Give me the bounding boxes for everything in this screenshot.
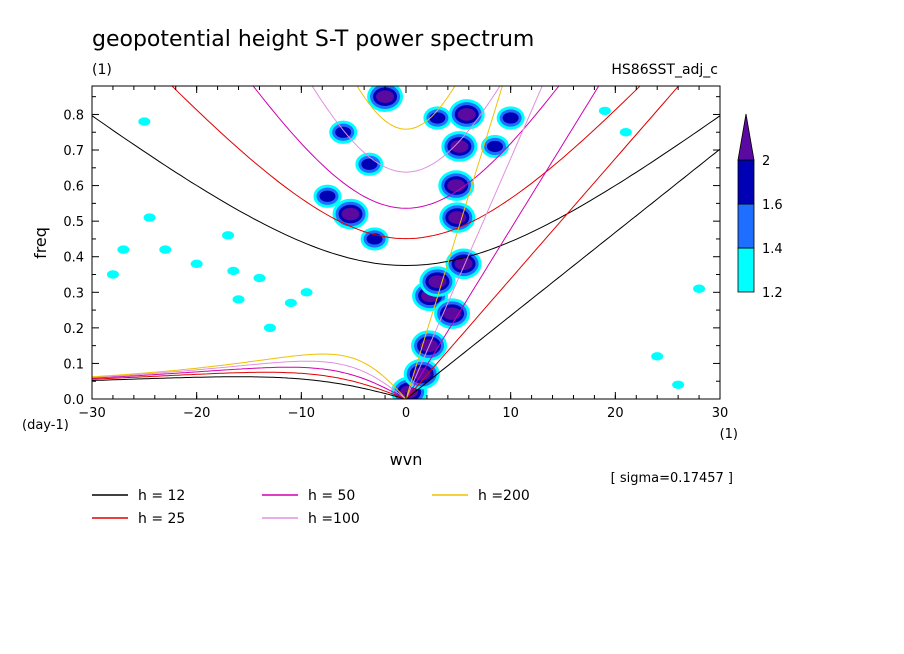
legend-label: h = 50 — [308, 488, 355, 504]
y-tick-label: 0.8 — [63, 108, 84, 123]
x-axis-label: wvn — [390, 450, 423, 469]
power-patch — [428, 275, 447, 288]
power-patch — [190, 259, 203, 269]
power-patch — [284, 298, 297, 308]
rossby-curve — [92, 376, 407, 399]
y-axis: 0.0 0.1 0.2 0.3 0.4 0.5 0.6 0.7 0.8 — [63, 96, 720, 408]
colorbar-segment — [737, 203, 755, 249]
units-label: (1) — [92, 62, 112, 78]
x-axis: −30 −20 −10 0 10 20 30 — [78, 86, 728, 421]
y-tick-label: 0.3 — [63, 286, 84, 301]
gravity-curve — [252, 86, 560, 209]
legend-label: h = 12 — [138, 488, 185, 504]
y-axis-unit: (day-1) — [22, 418, 69, 433]
colorbar-label: 1.2 — [762, 286, 783, 301]
sigma-note: [ sigma=0.17457 ] — [611, 471, 733, 486]
colorbar-segment — [737, 159, 755, 205]
colorbar-segment — [737, 247, 755, 293]
power-patch — [486, 140, 503, 153]
x-tick-label: −10 — [288, 406, 315, 421]
kelvin-curve — [405, 86, 600, 399]
colorbar-extend-triangle — [737, 113, 755, 161]
power-patch — [376, 90, 395, 103]
rossby-curve — [92, 366, 407, 399]
x-tick-label: −20 — [183, 406, 210, 421]
rossby-curve — [92, 360, 407, 399]
power-patch — [222, 231, 235, 240]
power-patch — [693, 284, 706, 293]
kelvin-curve — [405, 148, 720, 399]
y-tick-label: 0.7 — [63, 144, 84, 159]
kelvin-curve — [405, 86, 543, 399]
power-patch — [253, 273, 266, 283]
y-tick-label: 0.2 — [63, 322, 84, 337]
power-shading — [106, 86, 706, 399]
power-patch — [448, 211, 467, 224]
x-tick-label: 20 — [607, 406, 624, 421]
power-patch — [319, 190, 336, 202]
experiment-label: HS86SST_adj_c — [611, 62, 718, 78]
kelvin-curve — [405, 86, 680, 399]
power-patch — [651, 352, 664, 361]
power-patch — [447, 179, 466, 192]
x-axis-unit: (1) — [720, 427, 738, 442]
legend-label: h =200 — [478, 488, 530, 504]
power-patch — [117, 245, 130, 254]
colorbar-label: 1.6 — [762, 198, 783, 213]
y-tick-label: 0.6 — [63, 180, 84, 195]
colorbar: 1.2 1.4 1.6 2 — [737, 113, 783, 301]
x-tick-label: 0 — [402, 406, 410, 421]
gravity-curve — [171, 86, 641, 240]
power-patch — [143, 213, 156, 222]
power-patch — [672, 380, 685, 389]
power-patch — [361, 158, 378, 170]
y-tick-label: 0.4 — [63, 251, 84, 266]
gravity-curve — [311, 86, 501, 173]
power-patch — [454, 257, 473, 271]
power-patch — [366, 233, 383, 245]
x-tick-label: −30 — [78, 406, 105, 421]
power-patch — [263, 323, 276, 333]
curve-legend: h = 12 h = 25 h = 50 h =100 h =200 — [92, 488, 530, 527]
y-tick-label: 0.5 — [63, 215, 84, 230]
power-patch — [598, 106, 611, 116]
power-patch — [457, 108, 476, 121]
rossby-curve — [92, 353, 407, 399]
gravity-curve — [356, 86, 456, 130]
chart-title: geopotential height S-T power spectrum — [92, 27, 534, 52]
power-patch — [619, 128, 632, 137]
y-tick-label: 0.0 — [63, 393, 84, 408]
x-tick-label: 10 — [502, 406, 519, 421]
power-patch — [429, 112, 446, 124]
power-patch — [502, 112, 519, 124]
kelvin-curve — [405, 86, 503, 399]
power-patch — [106, 270, 119, 279]
power-patch — [138, 117, 151, 126]
colorbar-label: 2 — [762, 154, 770, 169]
power-patch — [232, 295, 245, 304]
gravity-curve — [92, 115, 720, 267]
dispersion-curves — [92, 86, 720, 399]
y-axis-label: freq — [31, 227, 50, 259]
colorbar-label: 1.4 — [762, 242, 783, 257]
rossby-curve — [92, 371, 407, 399]
legend-label: h =100 — [308, 511, 360, 527]
power-patch — [300, 288, 313, 297]
power-patch — [341, 207, 360, 221]
power-patch — [450, 140, 469, 153]
x-tick-label: 30 — [712, 406, 729, 421]
y-tick-label: 0.1 — [63, 357, 84, 372]
power-patch — [159, 245, 172, 254]
legend-label: h = 25 — [138, 511, 185, 527]
power-patch — [227, 266, 240, 276]
